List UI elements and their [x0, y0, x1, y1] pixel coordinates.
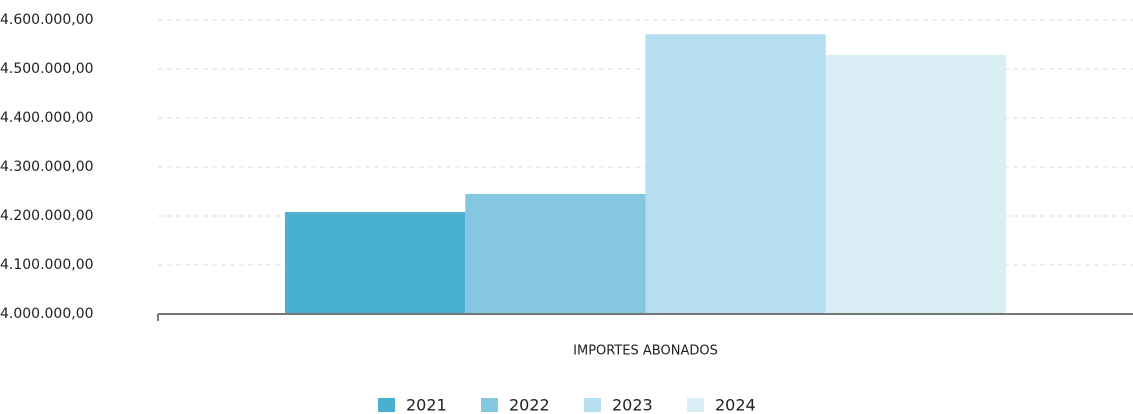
y-tick-label: 4.300.000,00 — [0, 159, 94, 175]
legend-swatch — [687, 398, 704, 412]
legend-label: 2023 — [612, 396, 653, 414]
legend-label: 2022 — [509, 396, 550, 414]
legend-swatch — [378, 398, 395, 412]
bar — [465, 193, 646, 314]
bar — [285, 212, 466, 314]
y-tick-label: 4.100.000,00 — [0, 257, 94, 273]
bar — [645, 34, 826, 315]
y-tick-label: 4.600.000,00 — [0, 12, 94, 28]
legend-swatch — [584, 398, 601, 412]
y-tick-label: 4.200.000,00 — [0, 208, 94, 224]
y-tick-label: 4.400.000,00 — [0, 110, 94, 126]
legend-label: 2021 — [406, 396, 447, 414]
x-tick-label: IMPORTES ABONADOS — [573, 344, 718, 359]
legend-swatch — [481, 398, 498, 412]
legend-label: 2024 — [715, 396, 756, 414]
y-tick-label: 4.000.000,00 — [0, 306, 94, 322]
y-tick-label: 4.500.000,00 — [0, 61, 94, 77]
bar — [825, 54, 1006, 314]
